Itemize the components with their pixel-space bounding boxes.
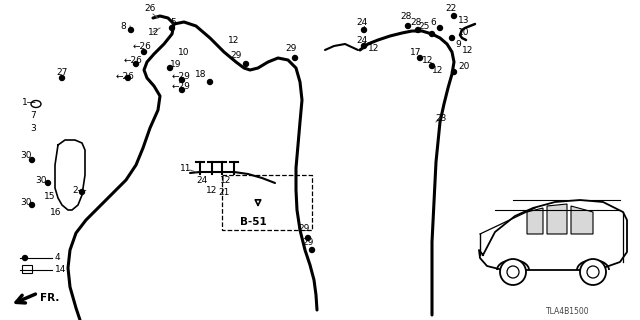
Circle shape — [451, 13, 456, 19]
Circle shape — [587, 266, 599, 278]
Circle shape — [500, 259, 526, 285]
Text: 10: 10 — [178, 47, 189, 57]
Text: 29: 29 — [298, 223, 309, 233]
Text: 26: 26 — [144, 4, 156, 12]
Text: 9: 9 — [455, 39, 461, 49]
Circle shape — [125, 76, 131, 81]
Circle shape — [170, 26, 175, 30]
Text: ←26: ←26 — [124, 55, 143, 65]
Text: 12: 12 — [220, 175, 232, 185]
Text: 12: 12 — [368, 44, 380, 52]
Circle shape — [305, 236, 310, 241]
Text: 14: 14 — [55, 266, 67, 275]
Circle shape — [134, 61, 138, 67]
Text: 30: 30 — [20, 150, 31, 159]
Text: 29: 29 — [230, 51, 241, 60]
Text: 3: 3 — [30, 124, 36, 132]
Text: 24: 24 — [196, 175, 207, 185]
Circle shape — [451, 69, 456, 75]
Text: 30: 30 — [35, 175, 47, 185]
Circle shape — [438, 26, 442, 30]
Text: 16: 16 — [50, 207, 61, 217]
Polygon shape — [571, 206, 593, 234]
Text: 24: 24 — [356, 36, 367, 44]
Text: 19: 19 — [170, 60, 182, 68]
Text: TLA4B1500: TLA4B1500 — [547, 308, 590, 316]
Circle shape — [362, 44, 367, 49]
Text: B-51: B-51 — [240, 217, 267, 227]
Circle shape — [207, 79, 212, 84]
Text: 1—: 1— — [22, 98, 36, 107]
Circle shape — [310, 247, 314, 252]
Circle shape — [79, 189, 84, 195]
Text: ←29: ←29 — [172, 71, 191, 81]
Circle shape — [362, 28, 367, 33]
Text: 11: 11 — [180, 164, 191, 172]
Circle shape — [429, 63, 435, 68]
Text: 12: 12 — [462, 45, 474, 54]
Text: 12: 12 — [422, 55, 433, 65]
Circle shape — [243, 61, 248, 67]
Circle shape — [179, 77, 184, 83]
Text: 30: 30 — [20, 197, 31, 206]
Text: 12: 12 — [228, 36, 239, 44]
Circle shape — [129, 28, 134, 33]
Bar — [222, 175, 312, 230]
Circle shape — [29, 203, 35, 207]
Text: 20: 20 — [458, 61, 469, 70]
Circle shape — [406, 23, 410, 28]
Circle shape — [141, 50, 147, 54]
Text: 18: 18 — [195, 69, 207, 78]
Circle shape — [507, 266, 519, 278]
Circle shape — [415, 28, 420, 33]
Text: 21: 21 — [218, 188, 229, 196]
Circle shape — [29, 157, 35, 163]
Text: 8: 8 — [120, 21, 125, 30]
Circle shape — [417, 55, 422, 60]
Text: 2—: 2— — [72, 186, 86, 195]
Text: ←26: ←26 — [133, 42, 152, 51]
Circle shape — [429, 31, 435, 36]
Circle shape — [580, 259, 606, 285]
Text: 5: 5 — [170, 18, 176, 27]
Text: 4: 4 — [55, 253, 61, 262]
Text: FR.: FR. — [40, 293, 60, 303]
Ellipse shape — [31, 100, 41, 108]
Bar — [22, 265, 32, 273]
Text: ←29: ←29 — [172, 82, 191, 91]
Circle shape — [449, 36, 454, 41]
Text: 24: 24 — [356, 18, 367, 27]
Text: 17: 17 — [410, 47, 422, 57]
Circle shape — [22, 255, 28, 260]
Text: 23: 23 — [435, 114, 446, 123]
Text: 6: 6 — [430, 18, 436, 27]
Text: 7: 7 — [30, 110, 36, 119]
Polygon shape — [527, 208, 543, 234]
Circle shape — [45, 180, 51, 186]
Text: 12: 12 — [148, 28, 159, 36]
Circle shape — [168, 66, 173, 70]
Text: ←26: ←26 — [116, 71, 135, 81]
Circle shape — [60, 76, 65, 81]
Text: 10: 10 — [458, 28, 470, 36]
Text: 12: 12 — [432, 66, 444, 75]
Text: 28: 28 — [410, 18, 421, 27]
Text: 13: 13 — [458, 15, 470, 25]
Text: 29: 29 — [285, 44, 296, 52]
Text: 25: 25 — [418, 21, 429, 30]
Polygon shape — [547, 204, 567, 234]
Text: 12: 12 — [206, 186, 218, 195]
Text: 22: 22 — [445, 4, 456, 12]
Circle shape — [179, 87, 184, 92]
Text: 27: 27 — [56, 68, 67, 76]
Text: 28: 28 — [400, 12, 412, 20]
Text: 15: 15 — [44, 191, 56, 201]
Text: 29: 29 — [302, 237, 314, 246]
Circle shape — [292, 55, 298, 60]
